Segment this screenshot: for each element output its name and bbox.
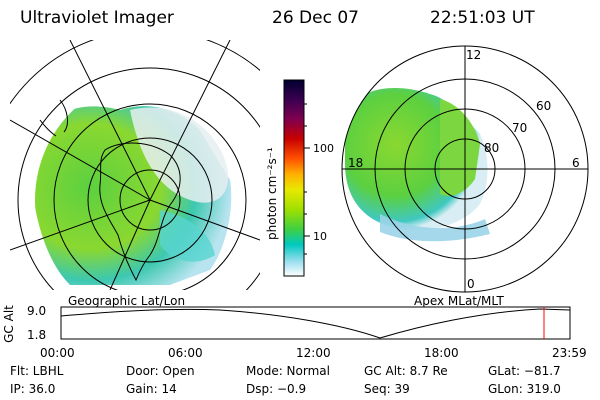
antarctica-coastline (99, 142, 181, 282)
date-label: 26 Dec 07 (272, 8, 359, 28)
altitude-trace (60, 308, 571, 339)
gc-alt-info: GC Alt: 8.7 Re (364, 364, 448, 378)
time-label: 22:51:03 UT (430, 8, 535, 28)
altitude-axis-label-wrap: GC Alt (2, 303, 20, 347)
mlt-label-6: 6 (572, 156, 580, 170)
colorbar-scale (283, 79, 305, 277)
instrument-title: Ultraviolet Imager (20, 8, 174, 28)
mlt-label-0: 0 (467, 277, 475, 291)
magnetic-panel-label: Apex MLat/MLT (414, 294, 504, 308)
time-tick-1800: 18:00 (424, 346, 459, 360)
altitude-plot (60, 306, 571, 340)
filter-info: Flt: LBHL (10, 364, 64, 378)
altitude-plot-frame (60, 306, 571, 340)
mlt-grid (342, 46, 588, 292)
altitude-tick-min: 1.8 (27, 328, 47, 342)
gain-info: Gain: 14 (126, 382, 177, 396)
mlt-label-12: 12 (466, 48, 481, 62)
glat-info: GLat: −81.7 (488, 364, 561, 378)
colorbar-tick-10: 10 (313, 230, 327, 243)
time-tick-2359: 23:59 (552, 346, 587, 360)
time-tick-0000: 00:00 (40, 346, 75, 360)
uv-emission-region-magnetic (345, 88, 490, 242)
longitude-grid (10, 40, 260, 290)
colorbar-unit-label: photon cm⁻²s⁻¹ (265, 147, 279, 240)
time-tick-0600: 06:00 (168, 346, 203, 360)
magnetic-image-panel: 12 18 6 0 60 70 80 (341, 45, 589, 293)
mlat-label-60: 60 (536, 99, 551, 113)
altitude-axis-label: GC Alt (1, 305, 16, 343)
door-info: Door: Open (126, 364, 195, 378)
mlt-label-18: 18 (348, 156, 363, 170)
uv-emission-region (35, 106, 232, 285)
ip-info: IP: 36.0 (10, 382, 56, 396)
seq-info: Seq: 39 (364, 382, 410, 396)
dsp-info: Dsp: −0.9 (246, 382, 307, 396)
colorbar: 100 10 photon cm⁻²s⁻¹ (265, 79, 334, 277)
mlat-label-80: 80 (484, 141, 499, 155)
colorbar-tick-100: 100 (313, 142, 334, 155)
south-america-coastline (39, 99, 68, 137)
mlat-label-70: 70 (512, 121, 527, 135)
mode-info: Mode: Normal (246, 364, 330, 378)
altitude-tick-max: 9.0 (27, 304, 47, 318)
time-tick-1200: 12:00 (296, 346, 331, 360)
colorbar-ticks (304, 103, 310, 255)
geographic-panel-label: Geographic Lat/Lon (68, 294, 186, 308)
geographic-image-panel (10, 40, 260, 290)
latitude-grid (10, 40, 260, 290)
glon-info: GLon: 319.0 (488, 382, 561, 396)
